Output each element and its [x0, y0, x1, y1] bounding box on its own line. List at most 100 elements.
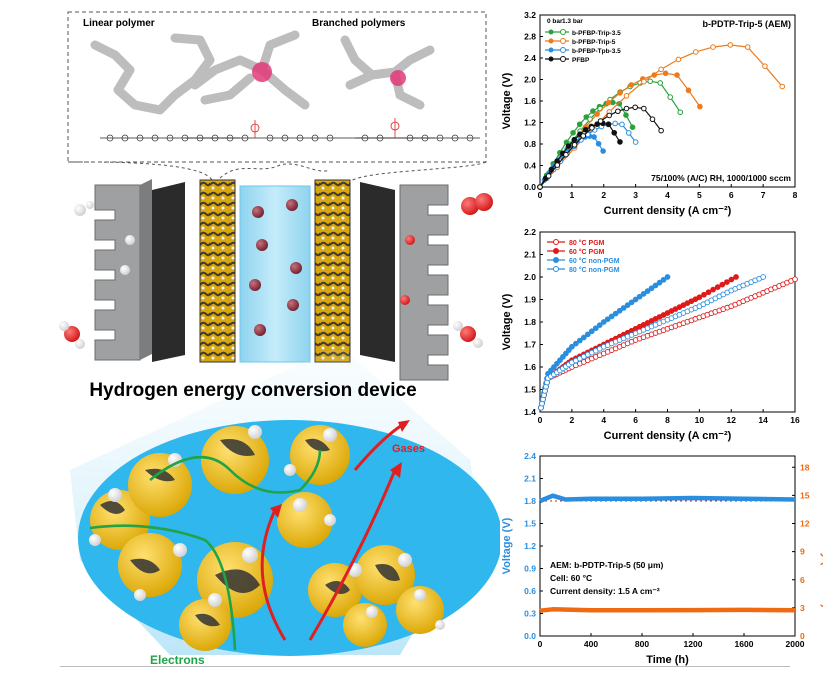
- data-point: [617, 90, 623, 96]
- legend-marker: [553, 257, 559, 263]
- data-point: [571, 142, 578, 148]
- y-tick-label: 2.1: [524, 250, 536, 260]
- legend-label: b-PFBP-Trip-5: [572, 39, 616, 46]
- y-axis-label: Voltage (V): [501, 72, 513, 129]
- legend-header-0bar: 0 bar: [547, 18, 563, 25]
- y-tick-label: 1.5: [524, 519, 536, 529]
- x-tick-label: 8: [665, 415, 670, 425]
- data-point: [649, 116, 656, 123]
- gas-flow-arrow-1: [260, 509, 287, 641]
- electron-path: [89, 449, 322, 651]
- left-gas-diffusion-layer: [152, 182, 185, 362]
- data-point: [710, 44, 716, 50]
- device-title: Hydrogen energy conversion device: [89, 380, 416, 401]
- data-point: [591, 134, 597, 140]
- data-point: [604, 316, 611, 323]
- data-point: [537, 184, 543, 190]
- legend-marker: [553, 239, 559, 245]
- right-y-tick-label: 3: [800, 603, 805, 613]
- x-tick-label: 6: [729, 190, 734, 200]
- data-point: [616, 100, 623, 107]
- data-point: [594, 111, 600, 117]
- right-y-tick-label: 15: [800, 490, 810, 500]
- data-point: [658, 66, 664, 73]
- data-point: [590, 108, 596, 114]
- data-point: [660, 276, 667, 283]
- data-point: [606, 112, 613, 119]
- legend-marker: [553, 266, 559, 272]
- branched-polymer-model-1: [190, 30, 310, 110]
- data-point: [727, 42, 734, 48]
- data-point: [563, 151, 569, 158]
- data-point: [569, 343, 575, 350]
- x-tick-label: 0: [538, 415, 543, 425]
- legend-marker: [548, 38, 554, 44]
- legend-marker: [548, 47, 554, 53]
- y-axis-label: Voltage (V): [501, 517, 513, 574]
- data-point: [792, 276, 798, 283]
- data-point: [573, 340, 579, 347]
- data-point: [744, 44, 751, 50]
- data-point: [658, 127, 664, 134]
- data-point: [625, 130, 632, 136]
- chart-annotation: Current density: 1.5 A cm⁻²: [550, 586, 660, 596]
- data-point: [719, 281, 726, 288]
- data-point: [545, 173, 552, 179]
- data-point: [652, 282, 659, 289]
- y-tick-label: 2.1: [524, 474, 536, 484]
- chart-annotation: AEM: b-PDTP-Trip-5 (50 μm): [550, 560, 664, 570]
- data-point: [648, 285, 655, 292]
- x-tick-label: 0: [538, 639, 543, 649]
- data-point: [623, 112, 629, 118]
- x-tick-label: 8: [793, 190, 798, 200]
- series-line: [539, 493, 796, 504]
- y-tick-label: 1.6: [524, 96, 536, 106]
- data-point: [584, 331, 591, 338]
- data-point: [760, 274, 766, 280]
- data-point: [576, 121, 583, 128]
- data-point: [728, 276, 735, 283]
- legend-marker: [548, 56, 554, 62]
- x-tick-label: 16: [790, 415, 800, 425]
- y-tick-label: 0.0: [524, 182, 536, 192]
- data-point: [628, 299, 635, 306]
- legend-label: 80 °C PGM: [569, 239, 605, 247]
- data-point: [576, 337, 583, 344]
- y-tick-label: 2.2: [524, 227, 536, 237]
- y-tick-label: 1.2: [524, 118, 536, 128]
- x-tick-label: 3: [633, 190, 638, 200]
- data-point: [608, 313, 615, 320]
- legend-label: 60 °C non-PGM: [569, 257, 620, 265]
- x-tick-label: 2000: [786, 639, 805, 649]
- right-flow-field-plate: [399, 184, 449, 381]
- y-tick-label: 1.7: [524, 340, 536, 350]
- data-point: [662, 70, 669, 77]
- data-point: [664, 274, 671, 280]
- data-point: [570, 129, 576, 136]
- x-tick-label: 4: [665, 190, 670, 200]
- data-point: [629, 124, 636, 130]
- y-tick-label: 1.2: [524, 541, 536, 551]
- data-point: [605, 99, 612, 106]
- x-tick-label: 12: [727, 415, 737, 425]
- legend-marker: [548, 29, 554, 35]
- right-y-tick-label: 6: [800, 575, 805, 585]
- y-tick-label: 0.3: [524, 609, 536, 619]
- hydroxide-ions: [249, 199, 302, 336]
- gas-flow-arrow-2: [308, 469, 397, 641]
- membrane: [239, 185, 311, 363]
- data-point: [724, 279, 730, 285]
- data-point: [628, 82, 635, 88]
- right-gas-diffusion-layer: [360, 182, 395, 362]
- legend-label: 80 °C non-PGM: [569, 266, 620, 274]
- data-point: [592, 325, 599, 332]
- y-axis-label: Voltage (V): [501, 293, 513, 350]
- right-y-axis-label: Power density (W cm⁻²): [820, 484, 823, 608]
- data-point: [580, 334, 587, 341]
- data-point: [619, 121, 625, 128]
- data-point: [697, 103, 703, 110]
- data-point: [696, 294, 703, 301]
- electrons-label: Electrons: [150, 653, 205, 667]
- y-tick-label: 1.8: [524, 317, 536, 327]
- gas-flow-arrow-3: [353, 423, 403, 471]
